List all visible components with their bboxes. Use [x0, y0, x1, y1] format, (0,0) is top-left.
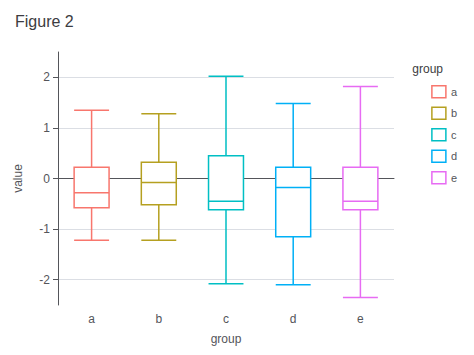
svg-text:value: value	[11, 164, 25, 193]
svg-text:group: group	[211, 332, 242, 346]
svg-text:d: d	[290, 312, 297, 326]
svg-text:e: e	[451, 172, 457, 184]
svg-text:b: b	[451, 107, 457, 119]
svg-text:0: 0	[43, 172, 50, 186]
svg-text:group: group	[412, 62, 443, 76]
svg-text:c: c	[223, 312, 229, 326]
svg-text:-2: -2	[39, 273, 50, 287]
svg-text:-1: -1	[39, 222, 50, 236]
svg-text:b: b	[155, 312, 162, 326]
svg-text:d: d	[451, 150, 457, 162]
svg-text:Figure 2: Figure 2	[15, 13, 74, 30]
svg-text:a: a	[451, 86, 458, 98]
svg-text:a: a	[88, 312, 95, 326]
svg-text:2: 2	[43, 70, 50, 84]
svg-text:1: 1	[43, 121, 50, 135]
svg-text:e: e	[357, 312, 364, 326]
svg-text:c: c	[451, 129, 457, 141]
